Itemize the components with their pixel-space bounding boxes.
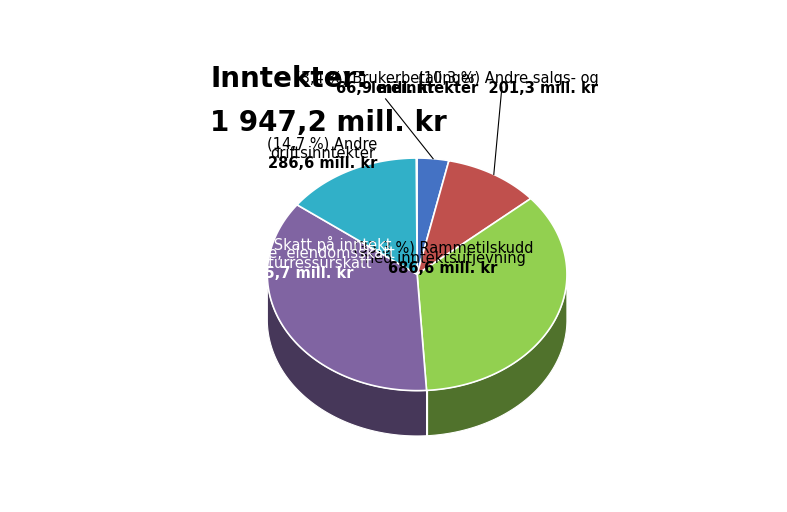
Polygon shape (417, 199, 567, 391)
Text: (35,3 %) Rammetilskudd: (35,3 %) Rammetilskudd (353, 241, 533, 255)
Text: (36,2 %) Skatt på inntekt: (36,2 %) Skatt på inntekt (207, 236, 391, 252)
Text: 705,7 mill. kr: 705,7 mill. kr (244, 266, 353, 281)
Text: Inntekter:: Inntekter: (210, 66, 368, 93)
Text: 66,9 mill. kr: 66,9 mill. kr (336, 81, 435, 96)
Polygon shape (417, 161, 530, 274)
Text: (10,3 %) Andre salgs- og: (10,3 %) Andre salgs- og (418, 71, 598, 87)
Text: og naturressurskatt: og naturressurskatt (227, 255, 371, 271)
Text: driftsinntekter: driftsinntekter (270, 146, 375, 161)
Polygon shape (297, 158, 417, 274)
Polygon shape (268, 205, 427, 391)
Text: og formue, eiendomsskatt: og formue, eiendomsskatt (202, 246, 395, 261)
Polygon shape (268, 275, 427, 436)
Text: 286,6 mill. kr: 286,6 mill. kr (268, 156, 377, 172)
Polygon shape (427, 276, 567, 436)
Polygon shape (417, 158, 449, 274)
Text: leieinntekter  201,3 mill. kr: leieinntekter 201,3 mill. kr (371, 81, 598, 96)
Text: 1 947,2 mill. kr: 1 947,2 mill. kr (210, 109, 447, 137)
Text: 686,6 mill. kr: 686,6 mill. kr (388, 261, 497, 276)
Text: (14,7 %) Andre: (14,7 %) Andre (268, 136, 378, 151)
Text: med inntektsutjevning: med inntektsutjevning (360, 251, 526, 266)
Text: (3,4 %) Brukerbetalinger: (3,4 %) Brukerbetalinger (295, 71, 476, 87)
